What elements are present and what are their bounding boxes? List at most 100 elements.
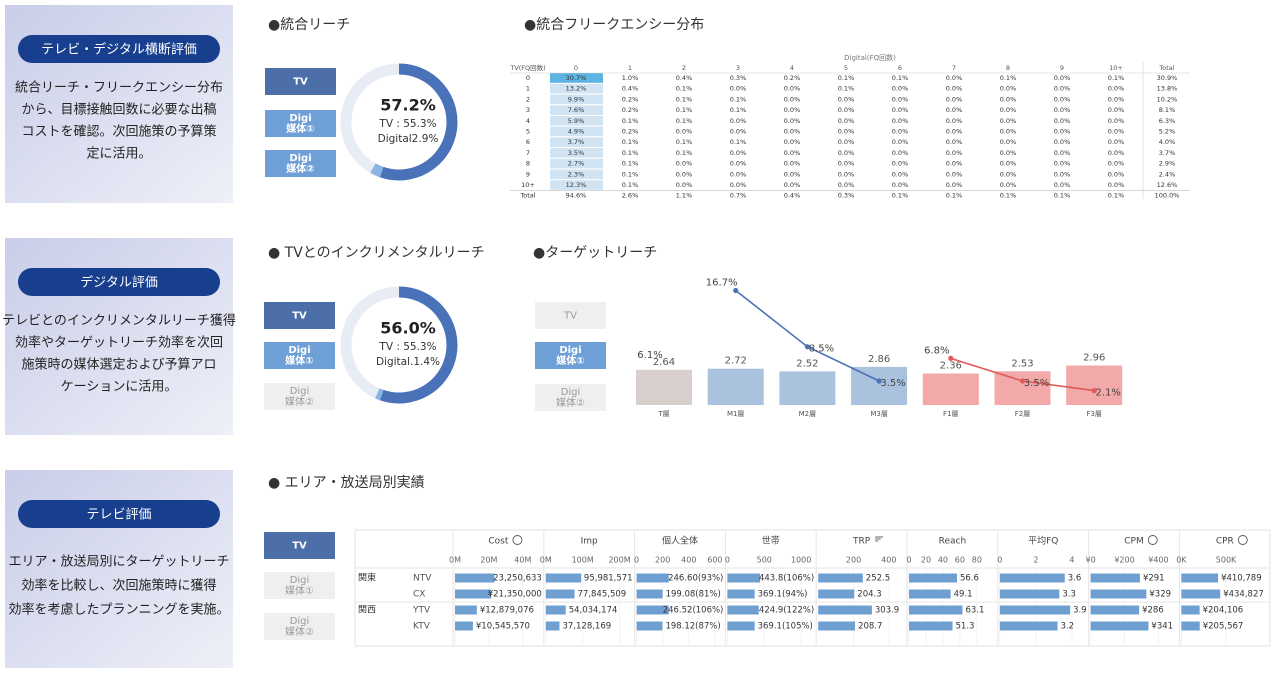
filter-button[interactable] xyxy=(265,110,336,137)
region-label: 関西 xyxy=(358,605,376,616)
table-cell: 0.1% xyxy=(730,95,747,103)
filter-button-label[interactable]: TV xyxy=(293,77,308,88)
table-cell: 1.0% xyxy=(622,74,639,82)
x-tick-label: 0K xyxy=(1176,556,1187,565)
table-cell: 5.9% xyxy=(568,117,585,125)
filter-button-label[interactable]: 媒体① xyxy=(285,585,314,597)
filter-button[interactable] xyxy=(535,384,606,411)
bar-value-label: ¥434,827 xyxy=(1223,590,1264,600)
filter-button-label[interactable]: Digi xyxy=(290,575,310,586)
filter-button-label[interactable]: 媒体① xyxy=(284,354,313,367)
x-tick-label: 80 xyxy=(972,556,982,565)
filter-button-label[interactable]: TV xyxy=(292,311,307,322)
bar xyxy=(818,573,863,583)
x-tick-label: 0 xyxy=(906,556,911,565)
bar-value-label: ¥21,350,000 xyxy=(488,590,542,600)
table-cell: 0.0% xyxy=(1054,181,1071,189)
table-cell: 0.1% xyxy=(838,74,855,82)
table-cell: 0.0% xyxy=(784,160,801,168)
table-row-label: 9 xyxy=(526,170,530,178)
table-cell: 0.0% xyxy=(892,138,909,146)
bar-value-label: 3.2 xyxy=(1061,622,1075,632)
table-cell: 8.1% xyxy=(1159,106,1176,114)
filter-button-label[interactable]: Digi xyxy=(289,113,311,124)
table-cell: 12.6% xyxy=(1157,181,1178,189)
table-cell: 0.1% xyxy=(1108,74,1125,82)
bar-value-label: 2.52 xyxy=(796,358,818,369)
bar xyxy=(636,605,669,615)
filter-button-label[interactable]: 媒体② xyxy=(285,626,314,638)
table-cell: 0.0% xyxy=(1000,85,1017,93)
table-cell: 0.1% xyxy=(676,149,693,157)
donut-label: Digital2.9% xyxy=(378,133,439,145)
table-cell: 0.0% xyxy=(892,128,909,136)
bar xyxy=(1090,589,1147,599)
table-cell-highlight xyxy=(550,158,603,169)
table-cell: 0.0% xyxy=(1054,138,1071,146)
table-cell: 0.0% xyxy=(946,128,963,136)
table-cell: 0.0% xyxy=(784,117,801,125)
table-cell: 0.0% xyxy=(892,85,909,93)
line-value-label: 8.5% xyxy=(809,344,834,355)
filter-button[interactable] xyxy=(264,572,335,599)
table-cell: 0.1% xyxy=(838,85,855,93)
filter-button-label[interactable]: TV xyxy=(563,311,577,322)
table-title: ●統合フリークエンシー分布 xyxy=(524,17,704,33)
bar xyxy=(636,589,663,599)
filter-button-label[interactable]: 媒体② xyxy=(556,397,585,409)
line-value-label: 6.1% xyxy=(637,350,662,361)
filter-button[interactable] xyxy=(264,302,335,329)
line-point xyxy=(1019,378,1026,384)
table-cell: 0.0% xyxy=(1108,95,1125,103)
table-cell: 0.0% xyxy=(784,149,801,157)
x-tick-label: 2 xyxy=(1033,556,1038,565)
table-column-label: 7 xyxy=(952,64,956,72)
filter-button[interactable] xyxy=(535,342,606,369)
filter-button-label[interactable]: 媒体② xyxy=(285,396,314,408)
donut-label: TV : 55.3% xyxy=(378,118,436,130)
filter-button-label[interactable]: Digi xyxy=(289,153,311,164)
x-tick-label: 200M xyxy=(608,556,630,565)
filter-button-label[interactable]: TV xyxy=(292,541,307,552)
table-cell: 0.0% xyxy=(838,181,855,189)
bar xyxy=(1090,621,1149,631)
filter-button[interactable] xyxy=(265,150,336,177)
table-cell: 0.0% xyxy=(1000,117,1017,125)
section-title: デジタル評価 xyxy=(80,275,158,291)
filter-button-label[interactable]: 媒体① xyxy=(285,122,314,135)
bar xyxy=(922,373,979,405)
table-cell: 0.0% xyxy=(838,160,855,168)
chart-title: ●ターゲットリーチ xyxy=(533,245,657,261)
filter-button-label[interactable]: 媒体① xyxy=(555,354,584,367)
x-tick-label: F3層 xyxy=(1086,410,1101,418)
table-cell: 0.0% xyxy=(946,85,963,93)
filter-button[interactable] xyxy=(265,68,336,95)
filter-button[interactable] xyxy=(264,383,335,410)
table-column-label: 8 xyxy=(1006,64,1010,72)
filter-button-label[interactable]: Digi xyxy=(561,387,581,398)
filter-button-label[interactable]: Digi xyxy=(290,386,310,397)
table-cell: 0.0% xyxy=(784,138,801,146)
filter-button-label[interactable]: Digi xyxy=(288,345,310,356)
table-cell: 0.0% xyxy=(838,149,855,157)
filter-button[interactable] xyxy=(535,302,606,329)
table-row-label: 10+ xyxy=(521,181,535,189)
x-tick-label: 1000 xyxy=(791,556,811,565)
bar xyxy=(1181,589,1221,599)
line-value-label: 2.1% xyxy=(1095,388,1120,399)
bar xyxy=(545,621,560,631)
chart-title: ●統合リーチ xyxy=(268,17,350,33)
table-cell: 0.0% xyxy=(946,160,963,168)
filter-button[interactable] xyxy=(264,613,335,640)
filter-button-label[interactable]: Digi xyxy=(290,616,310,627)
x-tick-label: 0 xyxy=(997,556,1002,565)
filter-button[interactable] xyxy=(264,342,335,369)
filter-button-label[interactable]: Digi xyxy=(559,345,581,356)
filter-button-label[interactable]: 媒体② xyxy=(285,162,314,175)
bar-value-label: 2.53 xyxy=(1011,358,1033,369)
filter-button[interactable] xyxy=(264,532,335,559)
table-cell: 0.1% xyxy=(1000,192,1017,200)
table-row-label: 3 xyxy=(526,106,530,114)
x-tick-label: ¥200 xyxy=(1114,556,1134,565)
table-cell: 7.6% xyxy=(568,106,585,114)
